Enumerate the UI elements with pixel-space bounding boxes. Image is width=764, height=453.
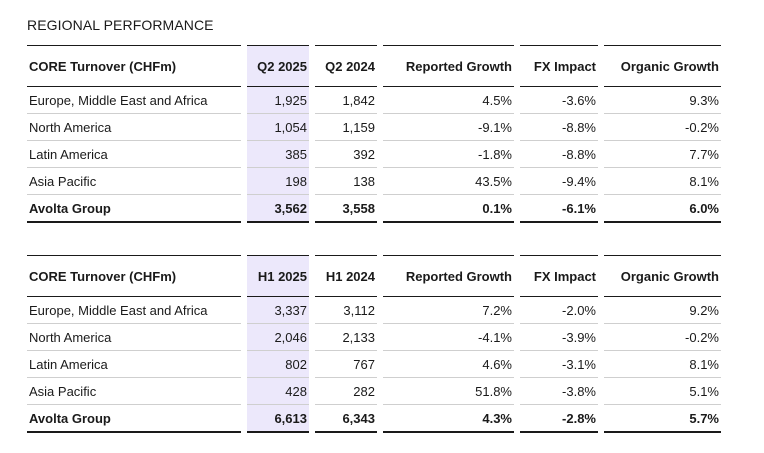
column-header-current-period: H1 2025 <box>247 255 309 297</box>
fx-impact-value: -3.1% <box>520 351 598 378</box>
organic-growth-value: 9.2% <box>604 297 721 324</box>
table-row: Europe, Middle East and Africa 3,337 3,1… <box>27 297 721 324</box>
column-header-metric: CORE Turnover (CHFm) <box>27 45 241 87</box>
table-row: North America 2,046 2,133 -4.1% -3.9% -0… <box>27 324 721 351</box>
organic-growth-value: -0.2% <box>604 114 721 141</box>
total-current-period-value: 3,562 <box>247 195 309 223</box>
total-row: Avolta Group 6,613 6,343 4.3% -2.8% 5.7% <box>27 405 721 433</box>
total-row: Avolta Group 3,562 3,558 0.1% -6.1% 6.0% <box>27 195 721 223</box>
current-period-value: 385 <box>247 141 309 168</box>
reported-growth-value: -1.8% <box>383 141 514 168</box>
current-period-value: 428 <box>247 378 309 405</box>
total-fx-impact-value: -6.1% <box>520 195 598 223</box>
organic-growth-value: 8.1% <box>604 351 721 378</box>
current-period-value: 198 <box>247 168 309 195</box>
current-period-value: 1,054 <box>247 114 309 141</box>
reported-growth-value: 51.8% <box>383 378 514 405</box>
reported-growth-value: 43.5% <box>383 168 514 195</box>
column-header-prior-period: H1 2024 <box>315 255 377 297</box>
table-row: Asia Pacific 198 138 43.5% -9.4% 8.1% <box>27 168 721 195</box>
total-label: Avolta Group <box>27 405 241 433</box>
prior-period-value: 767 <box>315 351 377 378</box>
column-header-prior-period: Q2 2024 <box>315 45 377 87</box>
fx-impact-value: -3.8% <box>520 378 598 405</box>
section-title: REGIONAL PERFORMANCE <box>27 17 214 33</box>
organic-growth-value: 9.3% <box>604 87 721 114</box>
prior-period-value: 282 <box>315 378 377 405</box>
prior-period-value: 138 <box>315 168 377 195</box>
total-label: Avolta Group <box>27 195 241 223</box>
column-header-organic-growth: Organic Growth <box>604 255 721 297</box>
current-period-value: 3,337 <box>247 297 309 324</box>
table-row: Latin America 802 767 4.6% -3.1% 8.1% <box>27 351 721 378</box>
prior-period-value: 2,133 <box>315 324 377 351</box>
column-header-metric: CORE Turnover (CHFm) <box>27 255 241 297</box>
current-period-value: 2,046 <box>247 324 309 351</box>
table-header-row: CORE Turnover (CHFm) H1 2025 H1 2024 Rep… <box>27 255 721 297</box>
column-header-reported-growth: Reported Growth <box>383 255 514 297</box>
table-row: Latin America 385 392 -1.8% -8.8% 7.7% <box>27 141 721 168</box>
fx-impact-value: -9.4% <box>520 168 598 195</box>
prior-period-value: 1,159 <box>315 114 377 141</box>
h1-performance-table: CORE Turnover (CHFm) H1 2025 H1 2024 Rep… <box>21 255 727 433</box>
reported-growth-value: 7.2% <box>383 297 514 324</box>
organic-growth-value: 5.1% <box>604 378 721 405</box>
total-organic-growth-value: 6.0% <box>604 195 721 223</box>
fx-impact-value: -3.9% <box>520 324 598 351</box>
total-prior-period-value: 6,343 <box>315 405 377 433</box>
fx-impact-value: -3.6% <box>520 87 598 114</box>
total-prior-period-value: 3,558 <box>315 195 377 223</box>
prior-period-value: 1,842 <box>315 87 377 114</box>
total-current-period-value: 6,613 <box>247 405 309 433</box>
region-label: Europe, Middle East and Africa <box>27 297 241 324</box>
table-row: Asia Pacific 428 282 51.8% -3.8% 5.1% <box>27 378 721 405</box>
organic-growth-value: 8.1% <box>604 168 721 195</box>
current-period-value: 802 <box>247 351 309 378</box>
table-row: Europe, Middle East and Africa 1,925 1,8… <box>27 87 721 114</box>
reported-growth-value: 4.6% <box>383 351 514 378</box>
region-label: Latin America <box>27 141 241 168</box>
region-label: Latin America <box>27 351 241 378</box>
region-label: Europe, Middle East and Africa <box>27 87 241 114</box>
total-organic-growth-value: 5.7% <box>604 405 721 433</box>
column-header-organic-growth: Organic Growth <box>604 45 721 87</box>
q2-performance-table: CORE Turnover (CHFm) Q2 2025 Q2 2024 Rep… <box>21 45 727 223</box>
fx-impact-value: -8.8% <box>520 114 598 141</box>
column-header-fx-impact: FX Impact <box>520 45 598 87</box>
current-period-value: 1,925 <box>247 87 309 114</box>
fx-impact-value: -8.8% <box>520 141 598 168</box>
table-row: North America 1,054 1,159 -9.1% -8.8% -0… <box>27 114 721 141</box>
region-label: North America <box>27 324 241 351</box>
column-header-current-period: Q2 2025 <box>247 45 309 87</box>
column-header-fx-impact: FX Impact <box>520 255 598 297</box>
column-header-reported-growth: Reported Growth <box>383 45 514 87</box>
prior-period-value: 392 <box>315 141 377 168</box>
reported-growth-value: -9.1% <box>383 114 514 141</box>
reported-growth-value: -4.1% <box>383 324 514 351</box>
reported-growth-value: 4.5% <box>383 87 514 114</box>
organic-growth-value: -0.2% <box>604 324 721 351</box>
region-label: Asia Pacific <box>27 168 241 195</box>
region-label: Asia Pacific <box>27 378 241 405</box>
prior-period-value: 3,112 <box>315 297 377 324</box>
table-header-row: CORE Turnover (CHFm) Q2 2025 Q2 2024 Rep… <box>27 45 721 87</box>
fx-impact-value: -2.0% <box>520 297 598 324</box>
region-label: North America <box>27 114 241 141</box>
total-fx-impact-value: -2.8% <box>520 405 598 433</box>
organic-growth-value: 7.7% <box>604 141 721 168</box>
total-reported-growth-value: 0.1% <box>383 195 514 223</box>
total-reported-growth-value: 4.3% <box>383 405 514 433</box>
